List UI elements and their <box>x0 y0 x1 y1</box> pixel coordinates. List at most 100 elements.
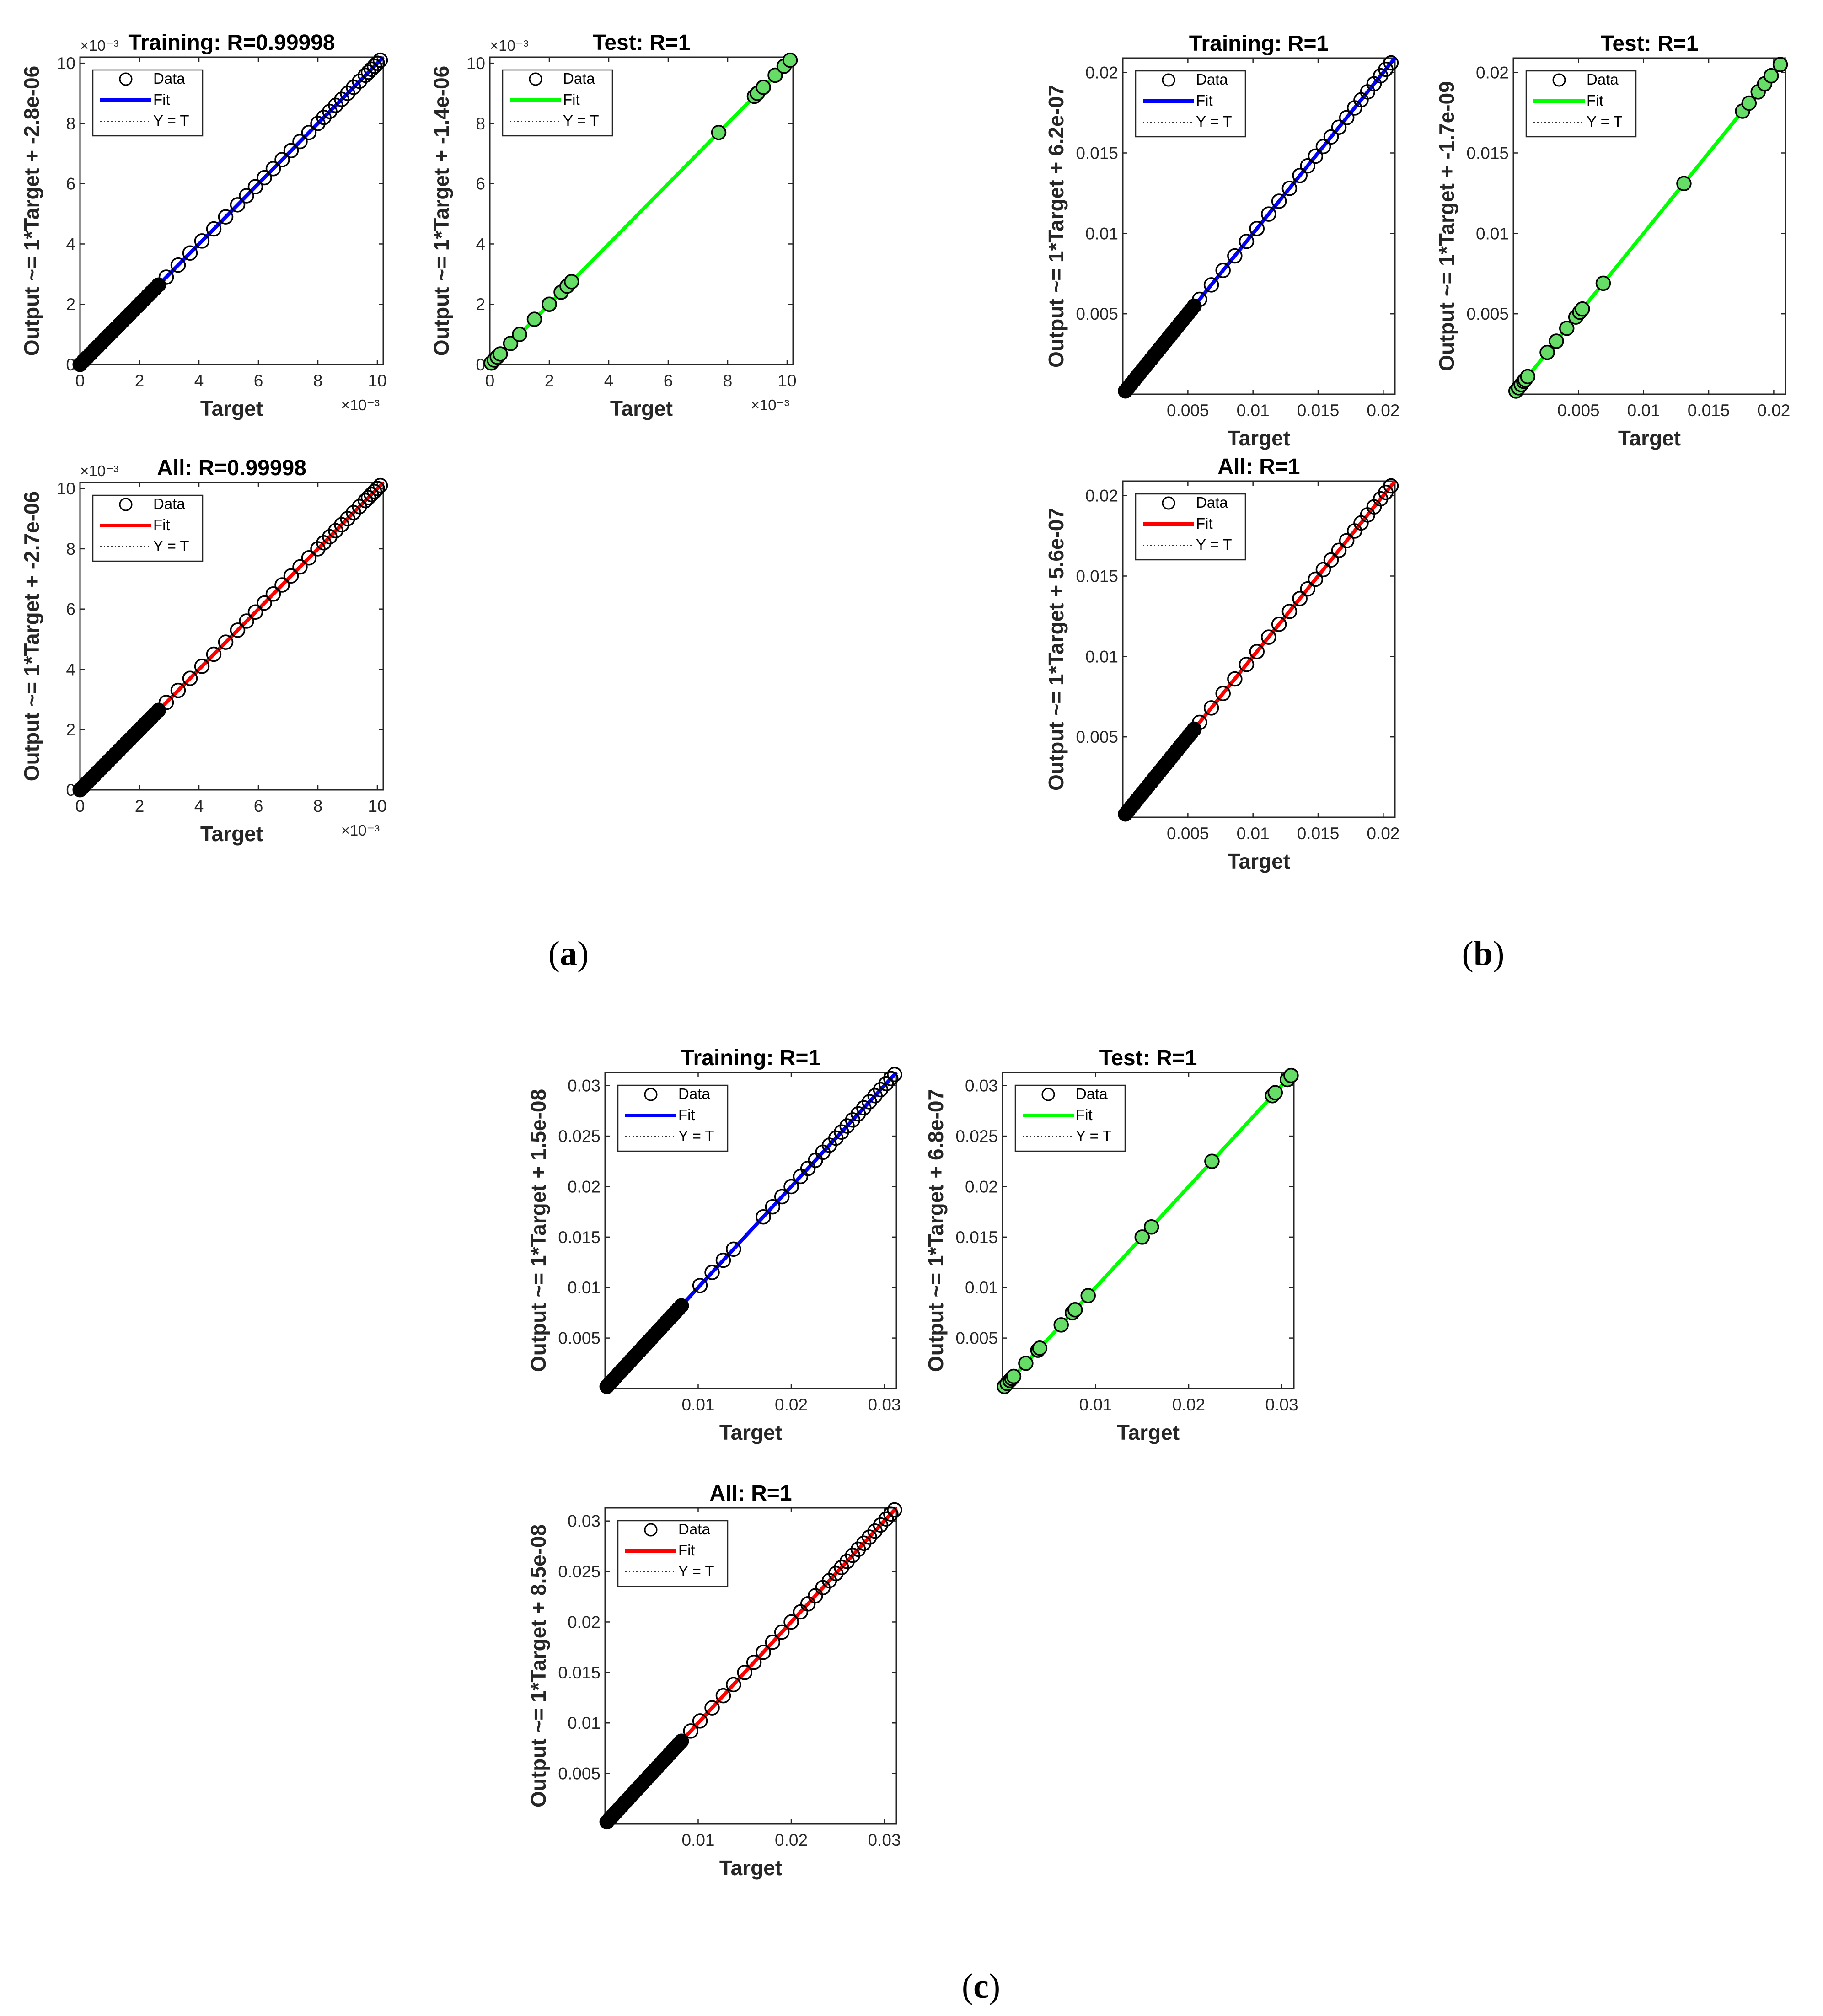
data-point <box>726 1241 741 1257</box>
legend-data-marker <box>119 72 133 86</box>
x-tick-label: 0.015 <box>1297 401 1340 420</box>
data-point <box>1676 176 1692 192</box>
fit-line <box>488 56 794 366</box>
y-tick-label: 0.005 <box>1076 728 1118 746</box>
data-point <box>1261 629 1276 645</box>
data-point <box>1192 714 1207 730</box>
y-tick-label: 0.025 <box>955 1127 998 1146</box>
data-point <box>503 336 519 351</box>
data-point <box>1032 1340 1048 1356</box>
legend-yt-label: Y = T <box>1196 536 1232 553</box>
data-point <box>1281 181 1298 196</box>
legend-data-label: Data <box>1196 71 1228 88</box>
data-point <box>692 1278 708 1293</box>
data-point <box>239 188 254 204</box>
x-tick-label: 0.03 <box>868 1395 901 1414</box>
data-point <box>564 274 579 290</box>
legend-fit-label: Fit <box>1076 1106 1093 1123</box>
chart-title: Training: R=0.99998 <box>128 31 335 55</box>
legend-yt-label: Y = T <box>563 112 599 129</box>
chart-b-training: 0.005 0.01 0.015 0.02 0.005 0.01 0.015 0.02 Trai… <box>1044 32 1399 450</box>
y-tick-label: 0.01 <box>1085 224 1118 243</box>
y-tick-label: 0.015 <box>558 1663 601 1682</box>
data-point <box>1331 542 1347 558</box>
x-exponent-label: ×10⁻³ <box>751 397 789 413</box>
legend-yt-label: Y = T <box>1076 1127 1112 1144</box>
y-tick-label: 2 <box>476 295 485 314</box>
data-point <box>1143 1219 1159 1235</box>
data-point <box>1203 700 1219 716</box>
legend-box <box>92 494 204 562</box>
data-point <box>170 257 186 273</box>
x-tick-label: 0.01 <box>682 1395 715 1414</box>
y-exponent-label: ×10⁻³ <box>80 462 118 479</box>
y-tick-label: 0.015 <box>1466 144 1509 162</box>
y-tick-label: 8 <box>476 114 485 133</box>
data-point <box>1300 581 1316 597</box>
y-tick-label: 8 <box>66 540 75 558</box>
y-axis-label: Output ~= 1*Target + 1.5e-08 <box>526 1089 550 1372</box>
y-tick-label: 0.02 <box>1085 64 1118 82</box>
legend-data-label: Data <box>153 70 185 87</box>
panel-label-c: (c) <box>961 1967 1001 2005</box>
legend-data-marker <box>529 72 542 86</box>
x-tick-label: 6 <box>254 797 263 815</box>
data-point <box>1331 119 1347 135</box>
data-point <box>674 1733 689 1749</box>
data-point <box>765 1634 781 1650</box>
data-point <box>1227 248 1243 264</box>
data-point <box>206 646 222 662</box>
data-point <box>1267 1085 1283 1100</box>
chart-c-all: 0.01 0.02 0.03 0.005 0.01 0.015 0.02 0.025 0.03 A… <box>526 1481 902 1880</box>
legend-fit-label: Fit <box>678 1542 695 1559</box>
y-tick-label: 6 <box>66 600 75 619</box>
data-point <box>265 161 281 177</box>
y-axis-label: Output ~= 1*Target + 5.6e-07 <box>1044 508 1068 791</box>
legend-fit-label: Fit <box>153 516 170 533</box>
data-point <box>257 170 272 186</box>
y-tick-label: 0.01 <box>965 1278 998 1297</box>
chart-title: Test: R=1 <box>1601 32 1699 56</box>
chart-title: Training: R=1 <box>1189 32 1329 56</box>
data-point <box>1539 344 1555 360</box>
y-tick-label: 0.015 <box>955 1228 998 1247</box>
x-axis-label: Target <box>200 822 263 846</box>
data-point <box>746 1655 762 1670</box>
data-point <box>1292 167 1308 183</box>
data-point <box>218 209 234 225</box>
x-tick-label: 2 <box>545 371 554 390</box>
data-point <box>756 1209 771 1225</box>
x-axis-label: Target <box>1228 849 1290 873</box>
data-point <box>1559 321 1575 336</box>
y-axis-label: Output ~= 1*Target + -1.7e-09 <box>1435 81 1458 371</box>
data-point <box>1292 590 1308 606</box>
legend-yt-label: Y = T <box>153 112 189 129</box>
legend: Data Fit Y = T <box>502 69 613 137</box>
legend-fit-label: Fit <box>563 91 580 108</box>
data-point <box>1067 1302 1083 1318</box>
x-tick-label: 8 <box>313 371 323 390</box>
data-point <box>782 52 798 68</box>
data-point <box>1239 657 1255 672</box>
data-point <box>1134 1229 1150 1245</box>
x-tick-label: 0.02 <box>1172 1395 1205 1414</box>
y-tick-label: 6 <box>66 175 75 193</box>
data-point <box>247 604 263 620</box>
x-tick-label: 0.02 <box>1367 824 1399 843</box>
legend-yt-label: Y = T <box>678 1563 714 1580</box>
x-exponent-label: ×10⁻³ <box>341 822 380 839</box>
x-tick-label: 0.03 <box>868 1831 901 1850</box>
data-point <box>1249 644 1265 659</box>
legend-data-marker <box>119 498 133 511</box>
y-tick-label: 4 <box>66 235 75 253</box>
legend: Data Fit Y = T <box>1014 1084 1126 1152</box>
y-tick-label: 0.025 <box>558 1562 601 1581</box>
y-tick-label: 2 <box>66 295 75 314</box>
data-point <box>1271 617 1287 632</box>
y-tick-label: 0.005 <box>955 1329 998 1348</box>
x-tick-label: 6 <box>254 371 263 390</box>
data-point <box>526 311 542 327</box>
legend: Data Fit Y = T <box>1525 70 1637 138</box>
data-point <box>715 1252 731 1268</box>
data-point <box>206 221 222 237</box>
